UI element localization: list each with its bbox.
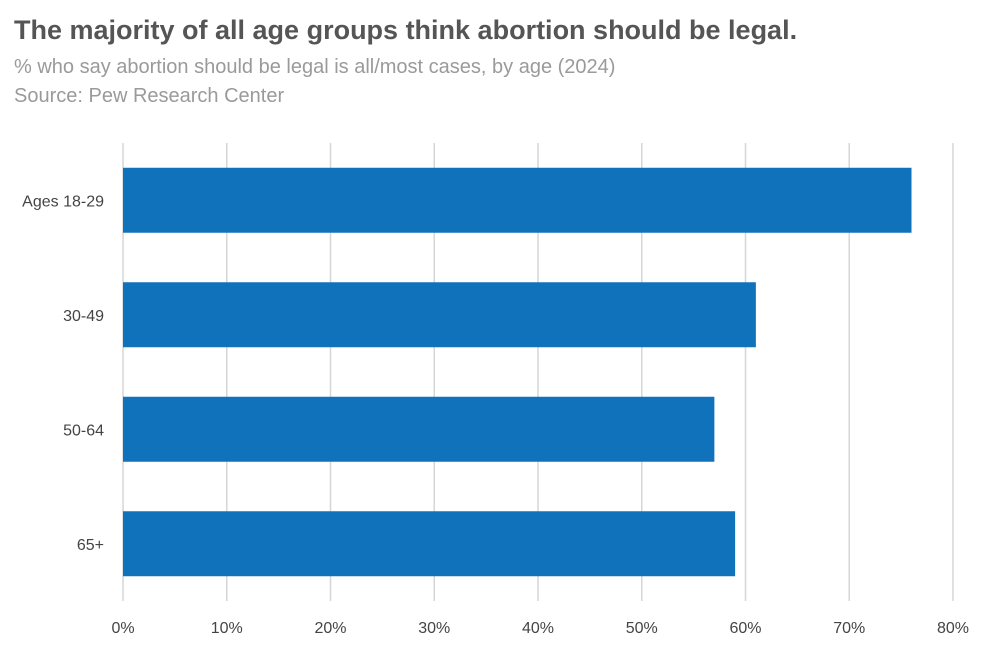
category-label: Ages 18-29 bbox=[22, 193, 104, 210]
bar-30-49 bbox=[123, 282, 756, 348]
bar-65 bbox=[123, 511, 736, 577]
chart-title: The majority of all age groups think abo… bbox=[14, 15, 798, 45]
x-tick-label: 40% bbox=[522, 620, 554, 637]
x-tick-label: 30% bbox=[418, 620, 450, 637]
x-tick-label: 70% bbox=[833, 620, 865, 637]
x-tick-label: 0% bbox=[111, 620, 134, 637]
bars bbox=[123, 167, 912, 577]
chart-source: Source: Pew Research Center bbox=[14, 85, 285, 107]
chart-subtitle: % who say abortion should be legal is al… bbox=[14, 56, 616, 78]
bar-50-64 bbox=[123, 396, 715, 462]
category-label: 65+ bbox=[77, 537, 104, 554]
x-tick-label: 80% bbox=[937, 620, 969, 637]
category-labels: Ages 18-29 30-49 50-64 65+ bbox=[22, 193, 104, 554]
x-tick-label: 20% bbox=[314, 620, 346, 637]
category-label: 30-49 bbox=[63, 308, 104, 325]
x-tick-label: 50% bbox=[626, 620, 658, 637]
x-axis-tick-labels: 0% 10% 20% 30% 40% 50% 60% 70% 80% bbox=[111, 620, 969, 637]
category-label: 50-64 bbox=[63, 422, 104, 439]
x-tick-label: 10% bbox=[211, 620, 243, 637]
bar-ages-18-29 bbox=[123, 167, 912, 233]
x-tick-label: 60% bbox=[729, 620, 761, 637]
